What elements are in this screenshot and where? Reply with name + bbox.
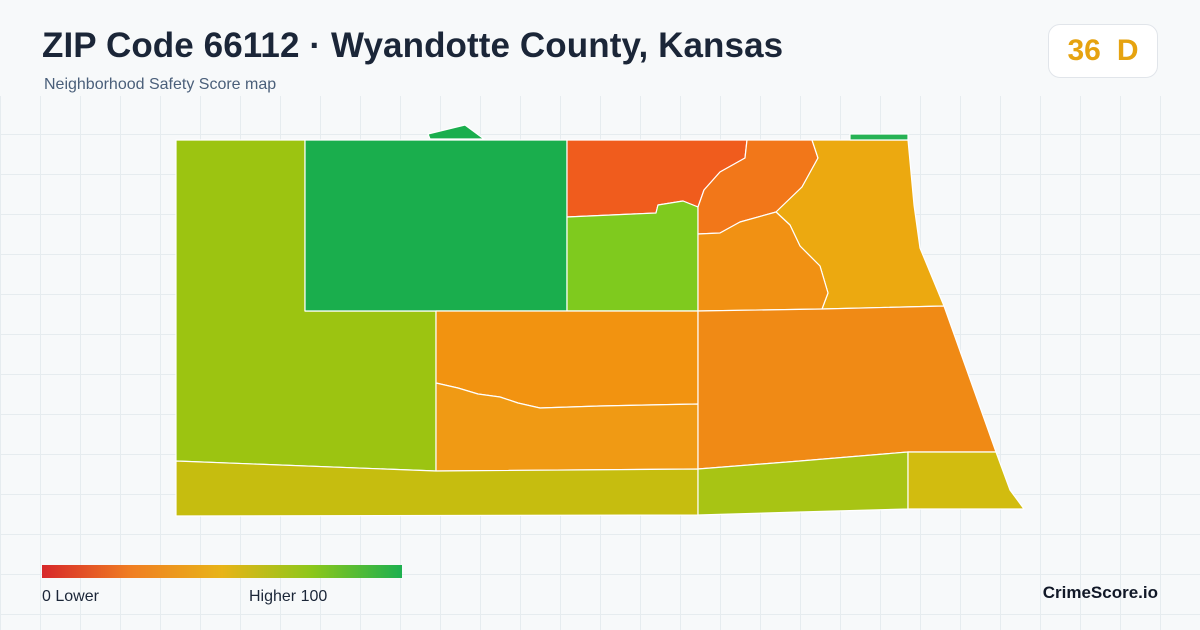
- region-northwest-block[interactable]: [304, 139, 568, 312]
- score-grade: D: [1116, 34, 1139, 67]
- region-north-sliver-b[interactable]: [849, 133, 909, 141]
- region-north-sliver-a[interactable]: [427, 124, 485, 140]
- region-southeast-block-b[interactable]: [907, 451, 1025, 510]
- header-background: [0, 0, 1200, 96]
- score-value: 36: [1067, 34, 1101, 67]
- region-center-block[interactable]: [566, 200, 699, 312]
- page-title: ZIP Code 66112 · Wyandotte County, Kansa…: [42, 26, 784, 65]
- legend-min-label: 0 Lower: [42, 588, 99, 605]
- score-badge: 36 D: [1048, 24, 1158, 78]
- legend-color-scale: [42, 565, 402, 578]
- brand-logo-text: CrimeScore.io: [1042, 583, 1158, 602]
- region-east-block[interactable]: [697, 305, 997, 470]
- legend-max-label: Higher 100: [249, 588, 328, 605]
- page-subtitle: Neighborhood Safety Score map: [44, 76, 277, 93]
